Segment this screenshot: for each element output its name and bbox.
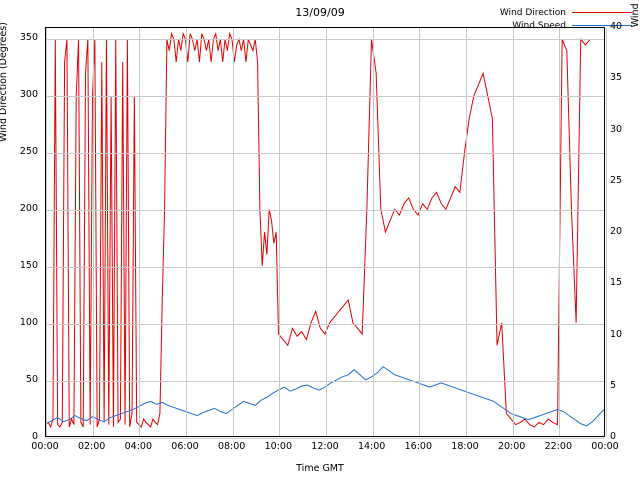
y-axis-right-label: Wind Speed (m/s) [630,0,640,135]
gridline-vertical [46,28,47,436]
gridline-horizontal [46,39,604,40]
y-axis-left-label: Wind Direction (Degrees) [0,22,9,142]
y-axis-right-tick: 5 [610,379,617,391]
y-axis-right-tick: 10 [610,328,623,340]
x-axis-tick: 08:00 [217,441,246,452]
x-axis-tick: 22:00 [544,441,573,452]
gridline-horizontal [46,438,604,439]
gridline-vertical [139,28,140,436]
gridline-vertical [233,28,234,436]
gridline-horizontal [46,267,604,268]
y-axis-left-tick: 100 [19,317,38,329]
y-axis-right-tick: 35 [610,72,623,84]
gridline-horizontal [46,153,604,154]
series-paths [46,31,604,429]
legend-wind-speed: Wind Speed [500,19,632,32]
y-axis-right-tick: 0 [610,431,617,442]
x-axis-tick: 02:00 [77,441,106,452]
plot-area [45,27,607,439]
y-axis-right-tick: 20 [610,226,623,237]
gridline-vertical [466,28,467,436]
y-axis-left-tick: 0 [31,431,38,442]
legend-wind-direction-swatch [572,12,632,13]
x-axis-tick: 04:00 [124,441,153,452]
y-axis-left-tick: 250 [19,146,38,158]
x-axis-tick: 12:00 [311,441,339,452]
gridline-vertical [93,28,94,436]
gridline-vertical [513,28,514,436]
chart-legend: Wind Direction Wind Speed [500,6,632,32]
gridline-horizontal [46,324,604,325]
x-axis-tick: 14:00 [357,441,386,452]
legend-wind-direction-label: Wind Direction [499,7,566,18]
y-axis-left-tick: 350 [19,32,38,44]
gridline-vertical [606,28,607,436]
gridline-horizontal [46,96,604,97]
y-axis-left-tick: 50 [25,374,38,386]
gridline-vertical [186,28,187,436]
x-axis-tick: 00:00 [31,441,59,452]
gridline-vertical [326,28,327,436]
gridline-vertical [373,28,374,436]
chart-title: 13/09/09 [295,6,345,19]
gridline-vertical [559,28,560,436]
x-axis-label: Time GMT [296,463,344,474]
gridline-horizontal [46,210,604,211]
legend-wind-direction: Wind Direction [500,6,632,19]
y-axis-left-tick: 300 [19,89,38,101]
series-line-wind-speed [46,365,604,427]
y-axis-right-tick: 15 [610,277,623,289]
x-axis-tick: 20:00 [497,441,526,452]
y-axis-right-tick: 40 [610,21,623,32]
gridline-horizontal [46,381,604,382]
x-axis-tick: 06:00 [171,441,199,452]
x-axis-tick: 00:00 [591,441,619,452]
gridline-vertical [419,28,420,436]
legend-wind-speed-label: Wind Speed [512,20,566,31]
x-axis-tick: 10:00 [264,441,293,452]
legend-wind-speed-swatch [572,25,632,26]
x-axis-tick: 18:00 [451,441,479,452]
y-axis-right-tick: 25 [610,174,623,186]
y-axis-left-tick: 150 [19,260,38,272]
gridline-vertical [279,28,280,436]
y-axis-right-tick: 30 [610,123,623,135]
y-axis-left-tick: 200 [19,203,38,215]
series-line-wind-direction [46,31,591,429]
x-axis-tick: 16:00 [404,441,433,452]
